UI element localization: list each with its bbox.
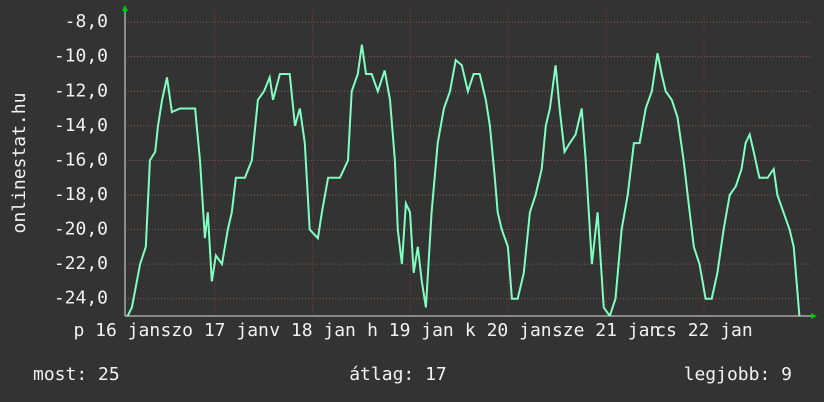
y-tick-label: -22,0 xyxy=(54,253,108,274)
x-tick-label: p 16 jan xyxy=(73,320,160,341)
x-axis-arrow xyxy=(811,313,817,319)
footer-current: most: 25 xyxy=(33,364,120,385)
data-line xyxy=(126,44,801,316)
y-tick-label: -10,0 xyxy=(54,46,108,67)
x-tick-label: h 19 jan xyxy=(367,320,454,341)
y-tick-label: -16,0 xyxy=(54,149,108,170)
y-tick-label: -20,0 xyxy=(54,219,108,240)
x-tick-label: v 18 jan xyxy=(269,320,356,341)
grid xyxy=(125,10,810,316)
axis-labels: -8,0 -10,0 -12,0 -14,0 -16,0 -18,0 -20,0 -22,0 -… xyxy=(54,11,753,341)
y-tick-label: -14,0 xyxy=(54,115,108,136)
y-axis-arrow xyxy=(122,5,128,11)
footer-best: legjobb: 9 xyxy=(684,364,792,385)
footer-average: átlag: 17 xyxy=(349,364,447,385)
x-tick-label: szo 17 jan xyxy=(161,320,269,341)
y-tick-label: -8,0 xyxy=(65,11,108,32)
y-axis-label: onlinestat.hu xyxy=(9,93,30,234)
y-tick-label: -24,0 xyxy=(54,288,108,309)
x-tick-label: sze 21 jan xyxy=(552,320,660,341)
y-tick-label: -12,0 xyxy=(54,80,108,101)
y-tick-label: -18,0 xyxy=(54,184,108,205)
plot xyxy=(126,44,801,316)
x-tick-label: cs 22 jan xyxy=(655,320,753,341)
x-tick-label: k 20 jan xyxy=(465,320,552,341)
